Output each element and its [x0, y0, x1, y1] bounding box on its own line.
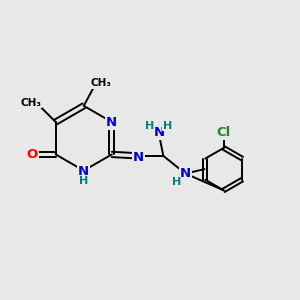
Text: Cl: Cl [217, 126, 231, 139]
Text: N: N [133, 151, 144, 164]
Text: O: O [26, 148, 38, 161]
Text: CH₃: CH₃ [91, 78, 112, 88]
Text: H: H [163, 121, 172, 130]
Text: H: H [172, 177, 181, 188]
Text: N: N [78, 165, 89, 178]
Text: CH₃: CH₃ [21, 98, 42, 108]
Text: N: N [180, 167, 191, 180]
Text: H: H [79, 176, 88, 186]
Text: H: H [145, 121, 154, 130]
Text: N: N [153, 126, 164, 139]
Text: N: N [106, 116, 117, 128]
